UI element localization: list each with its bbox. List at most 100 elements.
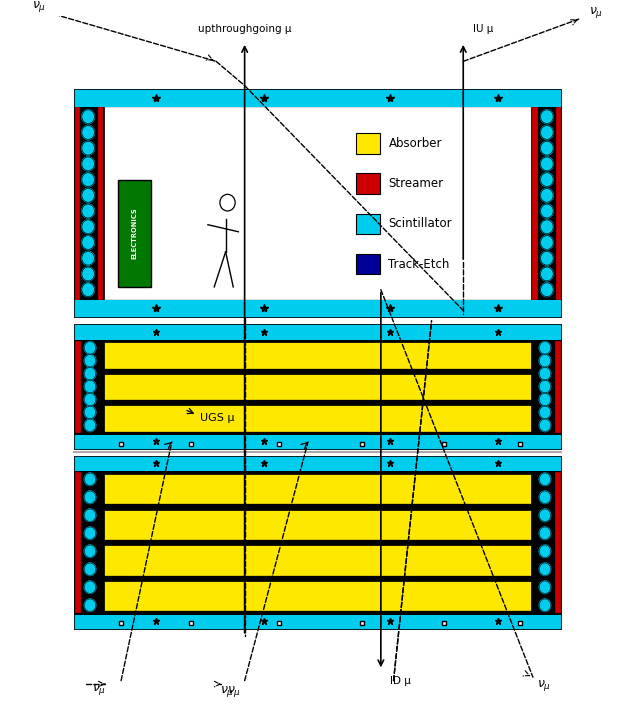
Circle shape (539, 419, 551, 432)
Circle shape (540, 125, 553, 140)
Circle shape (82, 283, 95, 296)
Bar (104, 507, 531, 510)
Circle shape (84, 581, 96, 593)
Circle shape (539, 509, 551, 522)
Bar (74, 107, 104, 299)
Circle shape (540, 251, 553, 265)
Bar (74, 299, 561, 318)
Text: Scintillator: Scintillator (389, 218, 452, 230)
Bar (104, 575, 531, 578)
Text: Absorber: Absorber (389, 138, 442, 150)
Circle shape (84, 393, 96, 406)
Circle shape (84, 419, 96, 432)
Circle shape (539, 473, 551, 486)
Circle shape (82, 235, 95, 250)
Circle shape (84, 473, 96, 486)
Circle shape (540, 173, 553, 186)
Circle shape (539, 545, 551, 557)
Text: $\nu_\mu$: $\nu_\mu$ (32, 0, 46, 13)
Circle shape (540, 157, 553, 171)
Circle shape (84, 509, 96, 522)
Bar (76, 341, 80, 432)
Bar (555, 341, 559, 432)
Circle shape (540, 189, 553, 202)
Bar (104, 581, 531, 610)
Circle shape (84, 563, 96, 576)
Bar (104, 371, 531, 374)
Bar (74, 613, 561, 629)
Bar (74, 340, 104, 434)
Circle shape (540, 141, 553, 155)
Text: ID μ: ID μ (391, 676, 411, 686)
Bar (74, 456, 561, 471)
Circle shape (84, 406, 96, 418)
Bar (74, 471, 104, 613)
Bar (98, 107, 102, 299)
Text: $\nu_\mu$: $\nu_\mu$ (537, 678, 551, 693)
Circle shape (82, 110, 95, 123)
Circle shape (539, 491, 551, 503)
Circle shape (84, 342, 96, 354)
Circle shape (539, 406, 551, 418)
Circle shape (540, 110, 553, 123)
Bar (104, 503, 531, 507)
Circle shape (539, 527, 551, 540)
Circle shape (220, 194, 235, 211)
Bar (104, 474, 531, 503)
Circle shape (82, 141, 95, 155)
Text: Track-Etch: Track-Etch (389, 257, 450, 271)
Bar (118, 179, 151, 287)
Bar (356, 133, 380, 154)
Bar (104, 610, 531, 613)
Circle shape (539, 563, 551, 576)
Circle shape (82, 189, 95, 202)
Bar (104, 107, 531, 299)
Bar (531, 471, 561, 613)
Bar (74, 89, 561, 107)
Bar (555, 472, 559, 612)
Circle shape (84, 367, 96, 380)
Circle shape (540, 235, 553, 250)
Circle shape (84, 380, 96, 393)
Bar (104, 342, 531, 368)
Bar (104, 545, 531, 575)
Text: ELECTRONICS: ELECTRONICS (131, 207, 137, 259)
Bar (532, 107, 537, 299)
Bar (556, 107, 560, 299)
Circle shape (540, 204, 553, 218)
Circle shape (82, 157, 95, 171)
Circle shape (84, 545, 96, 557)
Text: $\nu_\mu$: $\nu_\mu$ (227, 683, 241, 698)
Bar (104, 431, 531, 434)
Bar (74, 324, 561, 449)
Circle shape (82, 220, 95, 234)
Bar (104, 539, 531, 542)
Circle shape (82, 251, 95, 265)
Circle shape (82, 125, 95, 140)
Circle shape (539, 380, 551, 393)
Text: $\nu_\mu$: $\nu_\mu$ (589, 6, 603, 21)
Bar (104, 542, 531, 545)
Bar (104, 374, 531, 399)
Circle shape (539, 393, 551, 406)
Circle shape (82, 267, 95, 281)
Circle shape (82, 173, 95, 186)
Circle shape (84, 527, 96, 540)
Bar (104, 340, 531, 342)
Bar (104, 471, 531, 474)
Bar (104, 578, 531, 581)
Bar (76, 472, 80, 612)
Bar (531, 107, 561, 299)
Circle shape (539, 342, 551, 354)
Bar (356, 213, 380, 235)
Bar (74, 89, 561, 318)
Bar (104, 399, 531, 402)
Circle shape (82, 204, 95, 218)
Text: upthroughgoing μ: upthroughgoing μ (198, 23, 291, 34)
Circle shape (540, 267, 553, 281)
Text: UGS μ: UGS μ (200, 413, 235, 423)
Circle shape (539, 599, 551, 611)
Text: Streamer: Streamer (389, 177, 444, 190)
Circle shape (84, 354, 96, 367)
Circle shape (540, 283, 553, 296)
